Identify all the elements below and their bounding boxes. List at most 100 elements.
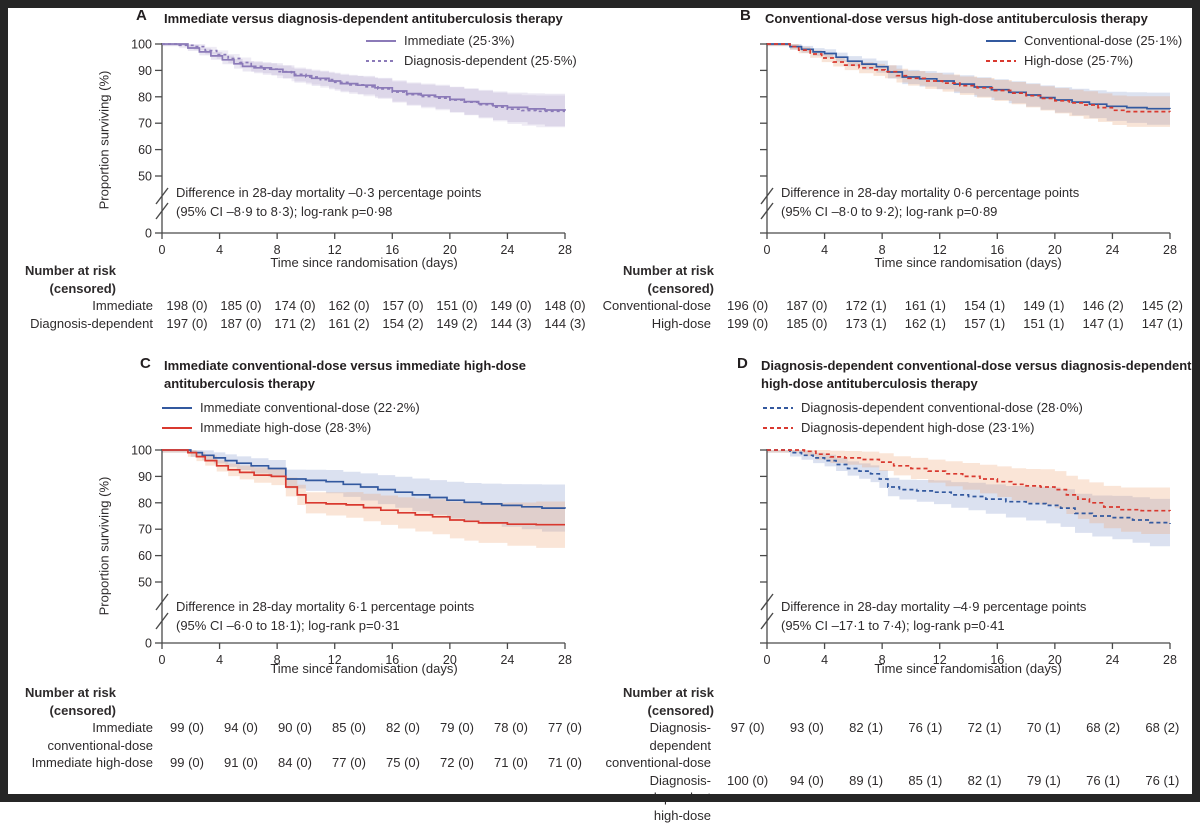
risk-value: 97 (0) — [718, 719, 777, 737]
risk-value: 99 (0) — [160, 719, 214, 737]
x-axis-label-c: Time since randomisation (days) — [214, 661, 514, 676]
risk-value: 82 (1) — [955, 772, 1014, 790]
risk-value: 161 (2) — [322, 315, 376, 333]
risk-value: 79 (0) — [430, 719, 484, 737]
legend-label: Immediate high-dose (28·3%) — [200, 420, 371, 435]
risk-value: 71 (0) — [538, 754, 592, 772]
risk-value: 197 (0) — [160, 315, 214, 333]
svg-text:70: 70 — [138, 117, 152, 131]
risk-value: 147 (1) — [1133, 315, 1192, 333]
legend-swatch — [763, 405, 793, 411]
risk-value: 72 (0) — [430, 754, 484, 772]
risk-value: 85 (0) — [322, 719, 376, 737]
risk-value: 147 (1) — [1074, 315, 1133, 333]
legend-d: Diagnosis-dependent conventional-dose (2… — [763, 400, 1083, 440]
risk-value: 185 (0) — [214, 297, 268, 315]
risk-value: 196 (0) — [718, 297, 777, 315]
risk-value: 151 (0) — [430, 297, 484, 315]
legend-c: Immediate conventional-dose (22·2%) Immed… — [162, 400, 420, 440]
svg-text:90: 90 — [138, 64, 152, 78]
legend-item: Immediate high-dose (28·3%) — [162, 420, 420, 435]
risk-value: 171 (2) — [268, 315, 322, 333]
risk-value: 157 (0) — [376, 297, 430, 315]
risk-table-d: Number at risk (censored) Diagnosis-depe… — [594, 684, 1192, 824]
risk-value: 199 (0) — [718, 315, 777, 333]
risk-value: 172 (1) — [837, 297, 896, 315]
risk-value: 76 (1) — [896, 719, 955, 737]
svg-text:80: 80 — [138, 496, 152, 510]
risk-value: 149 (2) — [430, 315, 484, 333]
svg-text:80: 80 — [138, 90, 152, 104]
svg-text:90: 90 — [138, 470, 152, 484]
risk-value: 162 (0) — [322, 297, 376, 315]
legend-swatch — [162, 405, 192, 411]
risk-value: 149 (0) — [484, 297, 538, 315]
risk-value: 144 (3) — [484, 315, 538, 333]
risk-table-header-a: Number at risk (censored) — [14, 262, 160, 297]
risk-value: 90 (0) — [268, 719, 322, 737]
svg-text:60: 60 — [138, 143, 152, 157]
svg-text:50: 50 — [138, 170, 152, 184]
risk-row-label: Immediate — [14, 297, 160, 315]
svg-text:28: 28 — [1163, 653, 1177, 667]
panel-letter-a: A — [136, 7, 147, 24]
risk-value: 157 (1) — [955, 315, 1014, 333]
risk-value: 85 (1) — [896, 772, 955, 790]
annotation-a: Difference in 28-day mortality –0·3 perc… — [176, 184, 481, 221]
risk-row-label: High-dose — [594, 315, 718, 333]
y-axis-label-a: Proportion surviving (%) — [97, 71, 112, 210]
svg-text:0: 0 — [159, 243, 166, 257]
risk-value: 82 (0) — [376, 719, 430, 737]
risk-value: 70 (1) — [1014, 719, 1073, 737]
risk-value: 146 (2) — [1074, 297, 1133, 315]
risk-row-label: Conventional-dose — [594, 297, 718, 315]
risk-value: 198 (0) — [160, 297, 214, 315]
risk-value: 68 (2) — [1074, 719, 1133, 737]
risk-value: 100 (0) — [718, 772, 777, 790]
svg-text:0: 0 — [145, 227, 152, 241]
panel-letter-b: B — [740, 7, 751, 24]
legend-label: Diagnosis-dependent conventional-dose (2… — [801, 400, 1083, 415]
risk-value: 145 (2) — [1133, 297, 1192, 315]
risk-value: 89 (1) — [837, 772, 896, 790]
svg-text:28: 28 — [558, 653, 572, 667]
risk-value: 79 (1) — [1014, 772, 1073, 790]
risk-table-c: Number at risk (censored) Immediate conv… — [14, 684, 592, 772]
risk-row-label: Immediate high-dose — [14, 754, 160, 772]
legend-item: Diagnosis-dependent high-dose (23·1%) — [763, 420, 1083, 435]
risk-value: 94 (0) — [777, 772, 836, 790]
risk-value: 72 (1) — [955, 719, 1014, 737]
legend-label: Diagnosis-dependent high-dose (23·1%) — [801, 420, 1034, 435]
panel-letter-c: C — [140, 355, 151, 372]
svg-text:50: 50 — [138, 576, 152, 590]
ci-band — [767, 44, 1170, 129]
risk-value: 99 (0) — [160, 754, 214, 772]
svg-text:0: 0 — [159, 653, 166, 667]
panel-title-d: Diagnosis-dependent conventional-dose ve… — [761, 357, 1192, 393]
risk-value: 162 (1) — [896, 315, 955, 333]
legend-label: Immediate conventional-dose (22·2%) — [200, 400, 420, 415]
svg-text:0: 0 — [764, 653, 771, 667]
risk-value: 82 (1) — [837, 719, 896, 737]
svg-text:70: 70 — [138, 523, 152, 537]
risk-value: 149 (1) — [1014, 297, 1073, 315]
risk-value: 68 (2) — [1133, 719, 1192, 737]
risk-row-label: Immediate conventional-dose — [14, 719, 160, 754]
svg-text:28: 28 — [1163, 243, 1177, 257]
risk-table-header-c: Number at risk (censored) — [14, 684, 160, 719]
svg-text:100: 100 — [131, 38, 152, 52]
risk-value: 185 (0) — [777, 315, 836, 333]
risk-table-header-d: Number at risk (censored) — [594, 684, 718, 719]
risk-value: 94 (0) — [214, 719, 268, 737]
risk-value: 187 (0) — [214, 315, 268, 333]
legend-swatch — [162, 425, 192, 431]
risk-value: 148 (0) — [538, 297, 592, 315]
risk-value: 71 (0) — [484, 754, 538, 772]
